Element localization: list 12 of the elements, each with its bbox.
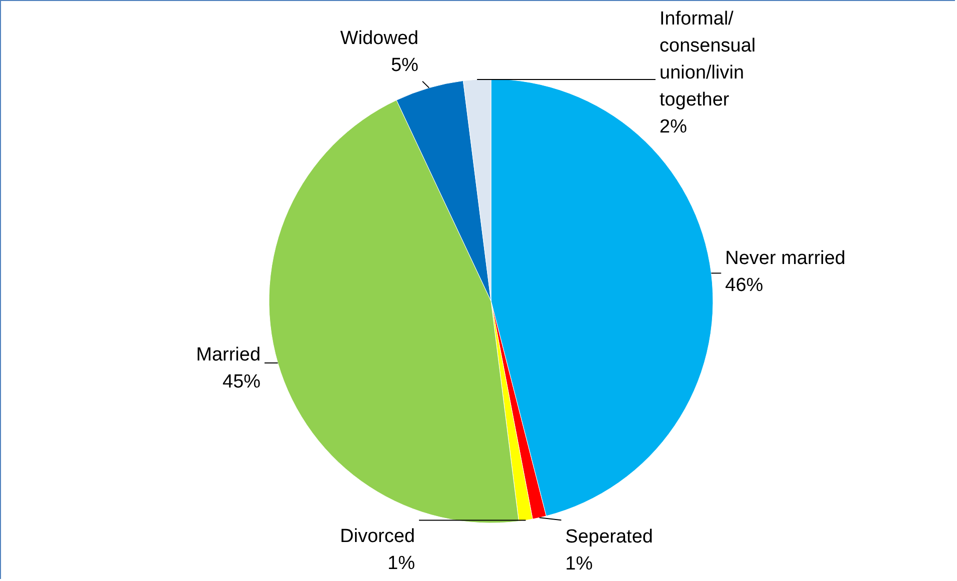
- data-label: 46%: [725, 274, 764, 296]
- slice-label: Never married: [725, 248, 846, 269]
- data-label: 2%: [660, 116, 688, 138]
- slice-label: Seperated: [565, 526, 653, 548]
- data-label: 5%: [390, 54, 419, 76]
- slice-label: Widowed: [340, 28, 418, 49]
- slice-label: Married: [196, 344, 261, 366]
- slice-label: Informal/ consensual union/livin together: [660, 8, 756, 110]
- slice-label: Divorced: [340, 526, 415, 548]
- data-label: 1%: [388, 553, 416, 574]
- data-label: 1%: [565, 554, 593, 575]
- data-label: 45%: [222, 371, 261, 392]
